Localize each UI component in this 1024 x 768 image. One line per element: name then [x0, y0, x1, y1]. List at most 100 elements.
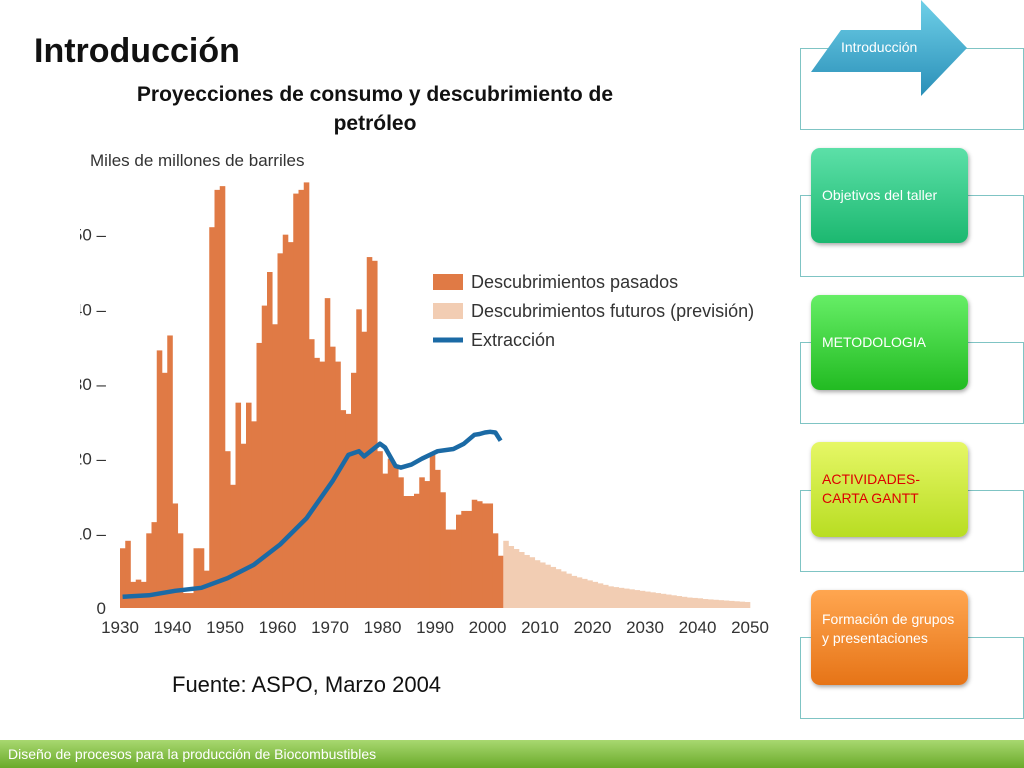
- bar-past: [172, 503, 179, 608]
- bar-past: [319, 361, 326, 608]
- bar-future: [613, 587, 620, 608]
- nav-item-grupos[interactable]: Formación de grupos y presentaciones: [811, 590, 968, 685]
- bar-past: [456, 514, 462, 608]
- y-tick-label: 10 –: [80, 524, 107, 543]
- bar-future: [681, 596, 688, 608]
- slide-title: Introducción: [34, 32, 240, 70]
- bar-future: [676, 596, 683, 608]
- bar-past: [298, 189, 305, 608]
- bar-past: [240, 443, 247, 608]
- bar-past: [256, 342, 263, 608]
- source-note: Fuente: ASPO, Marzo 2004: [172, 672, 442, 697]
- bar-past: [466, 510, 473, 608]
- bar-future: [702, 599, 709, 608]
- bar-future: [671, 595, 677, 608]
- bar-future: [524, 554, 530, 608]
- nav-label-actividades: ACTIVIDADES- CARTA GANTT: [822, 471, 921, 506]
- bar-future: [708, 599, 714, 608]
- bar-future: [618, 587, 625, 608]
- legend-label: Descubrimientos pasados: [471, 272, 678, 292]
- bar-future: [687, 597, 693, 608]
- bar-future: [666, 594, 672, 608]
- bar-past: [498, 555, 504, 608]
- footer-bar: Diseño de procesos para la producción de…: [0, 740, 1024, 768]
- bar-past: [361, 331, 368, 608]
- bar-future: [692, 597, 698, 608]
- bar-future: [639, 590, 646, 608]
- bar-past: [246, 402, 252, 608]
- bar-past: [345, 413, 352, 608]
- bar-past: [219, 186, 226, 608]
- x-tick-label: 1930: [101, 618, 139, 637]
- bar-future: [582, 578, 588, 608]
- y-tick-label: 30 –: [80, 375, 107, 394]
- x-tick-label: 2010: [521, 618, 559, 637]
- nav-item-metodologia[interactable]: METODOLOGIA: [811, 295, 968, 390]
- bar-past: [492, 533, 499, 608]
- bar-past: [387, 458, 394, 608]
- bar-past: [251, 421, 257, 608]
- bar-past: [272, 324, 278, 608]
- bar-past: [340, 410, 347, 608]
- x-tick-label: 1990: [416, 618, 454, 637]
- bar-past: [445, 529, 452, 608]
- bar-past: [230, 484, 236, 608]
- x-tick-label: 2050: [731, 618, 769, 637]
- x-tick-label: 1950: [206, 618, 244, 637]
- bar-past: [235, 402, 242, 608]
- bar-future: [550, 566, 557, 608]
- bar-past: [261, 305, 268, 608]
- bar-past: [204, 570, 210, 608]
- bar-past: [393, 466, 399, 608]
- bar-future: [744, 602, 751, 608]
- bar-past: [419, 477, 425, 608]
- bar-future: [592, 581, 599, 608]
- bar-future: [723, 600, 730, 608]
- bar-future: [534, 560, 541, 608]
- bar-future: [566, 573, 572, 608]
- bar-past: [151, 522, 158, 608]
- legend-label: Descubrimientos futuros (previsión): [471, 301, 754, 321]
- nav-item-objetivos[interactable]: Objetivos del taller: [811, 148, 968, 243]
- bar-past: [282, 234, 289, 608]
- bar-past: [450, 529, 457, 608]
- bar-past: [156, 350, 163, 608]
- bar-future: [603, 584, 609, 608]
- bar-future: [597, 583, 604, 608]
- bar-past: [183, 593, 189, 608]
- bar-past: [214, 189, 221, 608]
- x-ticks: 1930 1940 1950 1960 1970 1980 1990 2000 2010 2020…: [101, 618, 769, 637]
- bar-past: [314, 357, 320, 608]
- bar-past: [288, 242, 294, 608]
- nav-item-actividades[interactable]: ACTIVIDADES- CARTA GANTT: [811, 442, 968, 537]
- bar-past: [435, 469, 441, 608]
- bar-future: [513, 549, 520, 608]
- x-tick-label: 1970: [311, 618, 349, 637]
- bar-past: [487, 503, 494, 608]
- bar-past: [120, 548, 126, 608]
- bar-past: [372, 260, 378, 608]
- bar-future: [713, 599, 719, 608]
- x-tick-label: 1980: [364, 618, 402, 637]
- bar-past: [303, 182, 310, 608]
- y-tick-label: 40 –: [80, 300, 107, 319]
- bar-past: [293, 193, 299, 608]
- bar-past: [324, 298, 331, 608]
- nav-label-introduccion: Introducción: [841, 39, 918, 55]
- bar-past: [414, 493, 420, 608]
- bar-past: [429, 454, 436, 608]
- bar-past: [440, 492, 446, 608]
- x-tick-label: 2000: [469, 618, 507, 637]
- bar-past: [167, 335, 173, 608]
- legend-swatch: [433, 303, 463, 319]
- x-tick-label: 1960: [259, 618, 297, 637]
- bar-future: [734, 601, 740, 608]
- nav-item-introduccion[interactable]: Introducción: [811, 0, 971, 103]
- bar-past: [356, 309, 362, 608]
- bar-future: [729, 600, 735, 608]
- bar-future: [660, 593, 667, 608]
- y-tick-label: 0: [97, 599, 106, 618]
- y-ticks: 0 10 – 20 – 30 – 40 – 50 –: [80, 226, 107, 618]
- footer-text: Diseño de procesos para la producción de…: [8, 746, 377, 762]
- bar-past: [267, 272, 273, 608]
